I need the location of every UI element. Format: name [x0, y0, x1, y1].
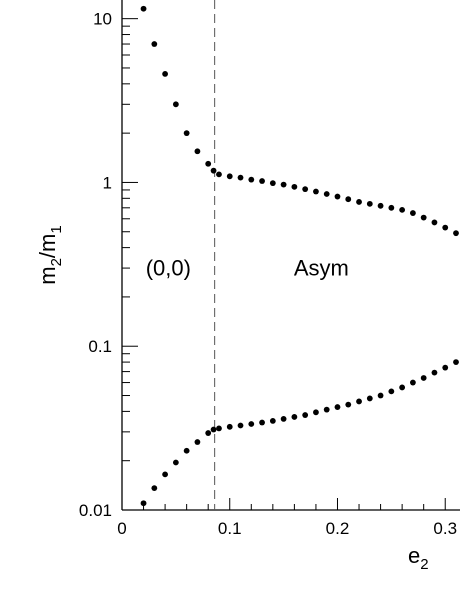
data-points: [140, 5, 459, 507]
y-axis-title-mid: /m: [35, 234, 60, 258]
data-point-series-1: [334, 193, 341, 200]
data-point-series-2: [210, 426, 217, 433]
data-point-series-2: [323, 406, 330, 413]
data-point-series-1: [248, 176, 255, 183]
x-axis-title: e2: [408, 543, 429, 573]
data-point-series-2: [302, 412, 309, 418]
data-point-series-2: [313, 409, 319, 416]
data-point-series-2: [399, 384, 406, 391]
x-tick-label: 0.1: [218, 519, 242, 538]
data-point-series-1: [237, 174, 244, 181]
data-point-series-2: [410, 379, 416, 386]
data-point-series-2: [237, 422, 244, 429]
data-point-series-1: [420, 214, 427, 221]
data-point-series-1: [399, 206, 406, 213]
data-point-series-1: [453, 230, 459, 237]
axes: [121, 0, 460, 511]
data-point-series-1: [442, 224, 449, 231]
data-point-series-1: [226, 173, 233, 180]
data-point-series-1: [210, 167, 217, 174]
data-point-series-2: [431, 369, 438, 376]
y-axis-title-main: m: [35, 266, 60, 284]
data-point-series-2: [248, 421, 255, 427]
data-point-series-1: [140, 5, 147, 12]
x-axis-title-main: e: [408, 543, 420, 568]
data-point-series-2: [420, 375, 427, 381]
y-tick-label: 0.1: [88, 337, 112, 356]
data-point-series-1: [216, 171, 222, 178]
data-point-series-2: [151, 485, 158, 492]
data-point-series-1: [205, 160, 212, 167]
data-point-series-2: [291, 414, 298, 420]
data-point-series-1: [302, 186, 309, 193]
x-axis-title-sub: 2: [420, 556, 428, 573]
data-point-series-2: [377, 392, 384, 399]
data-point-series-1: [291, 183, 298, 190]
data-point-series-1: [151, 41, 158, 47]
data-point-series-2: [334, 404, 341, 410]
data-point-series-1: [366, 200, 373, 207]
ticks: 0 0.1 0.2 0.3 0.01 0.1 1 10: [79, 10, 457, 538]
region-label-00: (0,0): [146, 256, 191, 281]
data-point-series-1: [377, 202, 384, 209]
x-tick-label: 0.3: [433, 519, 457, 538]
data-point-series-2: [280, 415, 287, 422]
data-point-series-2: [269, 417, 276, 424]
data-point-series-1: [269, 180, 276, 187]
data-point-series-2: [442, 364, 449, 371]
data-point-series-2: [162, 471, 168, 478]
data-point-series-1: [183, 130, 190, 137]
y-tick-label: 1: [103, 173, 112, 192]
data-point-series-1: [323, 191, 330, 197]
data-point-series-2: [226, 423, 233, 430]
data-point-series-1: [388, 204, 395, 211]
data-point-series-1: [313, 188, 319, 195]
y-axis-title: m2/m1: [35, 225, 65, 284]
data-point-series-2: [216, 425, 222, 432]
y-tick-label: 0.01: [79, 501, 112, 520]
y-tick-label: 10: [93, 10, 112, 29]
data-point-series-1: [194, 148, 201, 155]
y-axis-title-sub2: 1: [48, 225, 65, 233]
data-point-series-2: [356, 398, 362, 405]
data-point-series-2: [453, 359, 459, 365]
data-point-series-1: [345, 196, 352, 203]
region-label-asym: Asym: [294, 256, 349, 281]
data-point-series-2: [259, 419, 265, 426]
data-point-series-2: [140, 500, 147, 507]
data-point-series-2: [388, 388, 395, 395]
data-point-series-2: [172, 459, 179, 466]
data-point-series-1: [162, 70, 168, 77]
data-point-series-2: [205, 430, 212, 436]
data-point-series-1: [280, 181, 287, 188]
data-point-series-1: [356, 199, 362, 205]
data-point-series-2: [345, 401, 352, 408]
data-point-series-1: [410, 210, 416, 216]
data-point-series-1: [431, 219, 438, 226]
data-point-series-1: [172, 101, 179, 108]
data-point-series-2: [183, 447, 190, 454]
data-point-series-2: [366, 395, 373, 402]
x-tick-label: 0: [117, 519, 126, 538]
y-axis-title-sub1: 2: [48, 258, 65, 266]
data-point-series-2: [194, 439, 201, 445]
x-tick-label: 0.2: [326, 519, 350, 538]
data-point-series-1: [259, 178, 265, 184]
